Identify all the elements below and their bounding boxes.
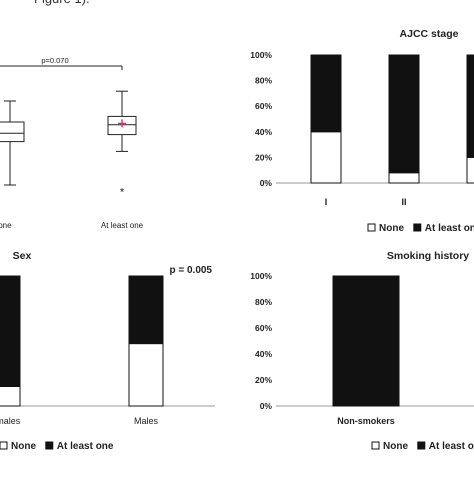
y-tick-label: 100%: [250, 50, 272, 60]
chart-title: Sex: [13, 250, 32, 262]
box-annotation: p=0.070: [41, 56, 68, 65]
box-iqr: [0, 121, 25, 143]
box-category-label: None: [0, 221, 12, 230]
x-category-label: Non-smokers: [337, 416, 395, 426]
y-tick-label: 0%: [260, 401, 273, 411]
legend-label: At least one: [57, 441, 114, 452]
bar-segment-at-least-one: [0, 275, 21, 387]
legend-swatch: [367, 223, 376, 232]
x-category-label: I: [325, 197, 328, 207]
y-tick-label: 20%: [255, 375, 272, 385]
chart-title: Smoking history: [387, 250, 469, 262]
bar-segment-at-least-one: [388, 54, 420, 174]
legend-label: At least one: [425, 223, 474, 234]
chart-title: AJCC stage: [400, 28, 459, 40]
y-tick-label: 20%: [255, 152, 272, 162]
y-tick-label: 80%: [255, 297, 272, 307]
legend-swatch: [413, 223, 422, 232]
y-tick-label: 0%: [260, 178, 273, 188]
bar-segment-none: [388, 172, 420, 184]
bar-segment-none: [466, 156, 474, 184]
y-tick-label: 60%: [255, 323, 272, 333]
legend-label: At least one: [429, 441, 474, 452]
box-outlier: *: [120, 187, 125, 199]
bar-segment-none: [0, 386, 21, 407]
bar-segment-at-least-one: [332, 275, 400, 407]
legend-swatch: [0, 441, 8, 450]
caption-fragment: Figure 1).: [34, 0, 90, 6]
legend-label: None: [379, 223, 404, 234]
x-category-label: Males: [134, 416, 159, 426]
bar-segment-at-least-one: [310, 54, 342, 133]
legend-swatch: [417, 441, 426, 450]
legend-label: None: [383, 441, 408, 452]
x-category-label: Females: [0, 416, 21, 426]
y-tick-label: 100%: [250, 271, 272, 281]
y-tick-label: 40%: [255, 127, 272, 137]
x-category-label: II: [401, 197, 406, 207]
y-tick-label: 40%: [255, 349, 272, 359]
y-tick-label: 60%: [255, 101, 272, 111]
chart-annotation: p = 0.005: [169, 265, 212, 276]
bar-segment-none: [128, 343, 164, 407]
bar-segment-at-least-one: [128, 275, 164, 345]
bar-segment-none: [310, 131, 342, 184]
legend-label: None: [11, 441, 36, 452]
legend-swatch: [371, 441, 380, 450]
y-tick-label: 80%: [255, 76, 272, 86]
box-category-label: At least one: [101, 221, 144, 230]
legend-swatch: [45, 441, 54, 450]
bar-segment-at-least-one: [466, 54, 474, 158]
